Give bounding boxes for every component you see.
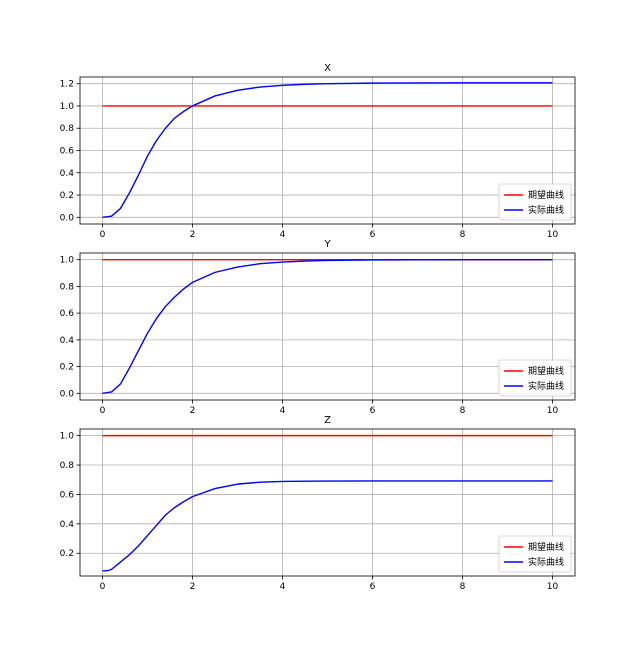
x-tick-label: 8 [460, 230, 466, 240]
y-tick-label: 0.4 [60, 520, 75, 530]
legend-label: 期望曲线 [528, 189, 564, 201]
y-tick-label: 0.2 [60, 191, 74, 201]
series-line-actual [102, 82, 553, 219]
y-tick-label: 0.6 [60, 147, 75, 157]
legend-box [498, 359, 572, 397]
y-tick-label: 1.0 [60, 432, 75, 442]
legend-box [498, 535, 572, 573]
axes-frame [79, 428, 576, 577]
legend-label: 实际曲线 [528, 204, 564, 216]
y-tick-label: 0.4 [60, 169, 75, 179]
x-tick-label: 0 [100, 582, 106, 592]
x-tick-label: 10 [547, 582, 559, 592]
x-tick-label: 10 [547, 406, 559, 416]
y-tick-label: 0.4 [60, 336, 75, 346]
x-tick-label: 8 [460, 582, 466, 592]
y-tick-label: 1.2 [60, 80, 74, 90]
x-tick-label: 8 [460, 406, 466, 416]
series-line-actual [102, 258, 553, 395]
x-tick-label: 6 [370, 582, 376, 592]
y-tick-label: 0.8 [60, 282, 75, 292]
x-tick-label: 0 [100, 230, 106, 240]
x-tick-label: 10 [547, 230, 559, 240]
y-tick-label: 0.6 [60, 309, 75, 319]
legend-label: 期望曲线 [528, 365, 564, 377]
y-tick-label: 0.8 [60, 461, 75, 471]
subplot-title: X [324, 63, 331, 74]
x-tick-label: 6 [370, 406, 376, 416]
legend-label: 实际曲线 [528, 556, 564, 568]
y-tick-label: 1.0 [60, 256, 75, 266]
y-tick-label: 0.0 [60, 389, 75, 399]
x-tick-label: 2 [190, 582, 196, 592]
legend-box [498, 183, 572, 221]
legend-label: 期望曲线 [528, 541, 564, 553]
y-tick-label: 1.0 [60, 102, 75, 112]
series-line-actual [102, 480, 553, 572]
legend-label: 实际曲线 [528, 380, 564, 392]
subplot-title: Z [324, 415, 331, 426]
x-tick-label: 4 [280, 406, 286, 416]
x-tick-label: 2 [190, 230, 196, 240]
x-tick-label: 2 [190, 406, 196, 416]
y-tick-label: 0.2 [60, 363, 74, 373]
y-tick-label: 0.2 [60, 549, 74, 559]
x-tick-label: 6 [370, 230, 376, 240]
x-tick-label: 0 [100, 406, 106, 416]
y-tick-label: 0.6 [60, 490, 75, 500]
axes-frame [79, 252, 576, 401]
x-tick-label: 4 [280, 230, 286, 240]
subplot-title: Y [323, 239, 331, 250]
y-tick-label: 0.8 [60, 124, 75, 134]
x-tick-label: 4 [280, 582, 286, 592]
y-tick-label: 0.0 [60, 213, 75, 223]
